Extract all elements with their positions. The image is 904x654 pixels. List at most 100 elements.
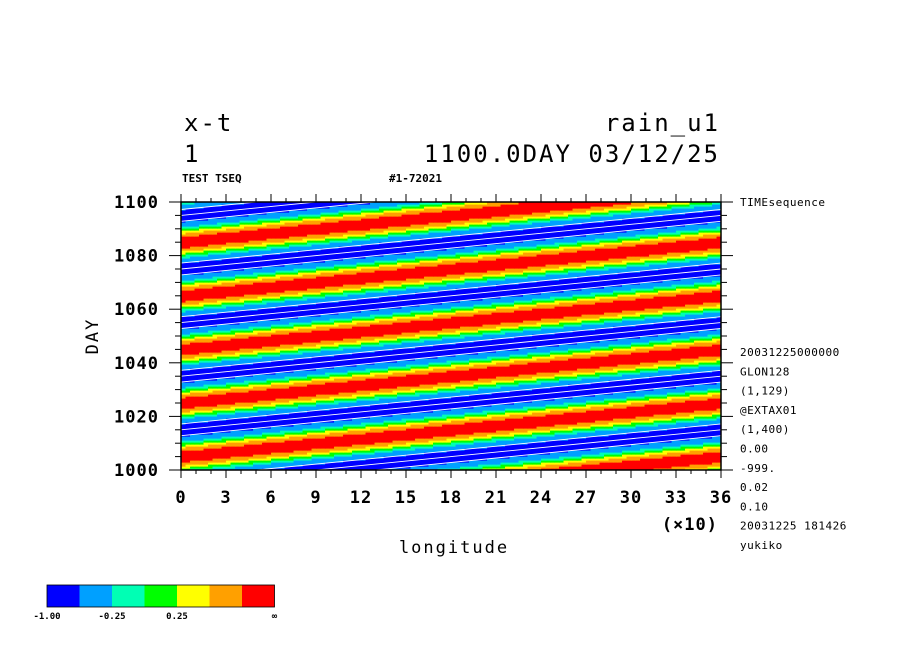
heatmap-cell xyxy=(635,458,641,461)
heatmap-cell xyxy=(370,406,376,409)
heatmap-cell xyxy=(608,466,614,469)
heatmap-cell xyxy=(325,430,331,433)
heatmap-cell xyxy=(190,468,196,470)
heatmap-cell xyxy=(460,462,466,465)
heatmap-cell xyxy=(595,446,601,449)
heatmap-cell xyxy=(532,398,538,401)
heatmap-cell xyxy=(604,452,610,455)
heatmap-cell xyxy=(536,396,542,399)
heatmap-cell xyxy=(635,448,641,451)
heatmap-cell xyxy=(433,422,439,425)
heatmap-cell xyxy=(185,448,191,451)
heatmap-cell xyxy=(491,418,497,421)
heatmap-cell xyxy=(635,412,641,415)
heatmap-cell xyxy=(415,436,421,439)
heatmap-cell xyxy=(190,400,196,403)
heatmap-cell xyxy=(230,434,236,437)
heatmap-cell xyxy=(545,402,551,405)
heatmap-cell xyxy=(230,414,236,417)
heatmap-cell xyxy=(338,392,344,395)
heatmap-cell xyxy=(311,396,317,399)
heatmap-cell xyxy=(703,468,709,470)
heatmap-cell xyxy=(181,414,187,417)
heatmap-cell xyxy=(527,460,533,463)
heatmap-cell xyxy=(568,410,574,413)
heatmap-cell xyxy=(311,414,317,417)
heatmap-cell xyxy=(410,416,416,419)
heatmap-cell xyxy=(554,440,560,443)
heatmap-cell xyxy=(266,444,272,447)
heatmap-cell xyxy=(311,402,317,405)
heatmap-cell xyxy=(239,398,245,401)
heatmap-cell xyxy=(293,434,299,437)
heatmap-cell xyxy=(365,444,371,447)
heatmap-cell xyxy=(338,416,344,419)
heatmap-cell xyxy=(271,456,277,459)
heatmap-cell xyxy=(401,428,407,431)
heatmap-cell xyxy=(514,464,520,467)
heatmap-cell xyxy=(572,404,578,407)
heatmap-cell xyxy=(392,412,398,415)
heatmap-cell xyxy=(226,432,232,435)
heatmap-cell xyxy=(374,392,380,395)
heatmap-cell xyxy=(451,430,457,433)
heatmap-cell xyxy=(532,434,538,437)
heatmap-cell xyxy=(482,400,488,403)
heatmap-cell xyxy=(433,468,439,470)
heatmap-cell xyxy=(532,422,538,425)
heatmap-cell xyxy=(365,460,371,463)
heatmap-cell xyxy=(203,414,209,417)
heatmap-cell xyxy=(689,450,695,453)
heatmap-cell xyxy=(392,452,398,455)
heatmap-cell xyxy=(595,444,601,447)
heatmap-cell xyxy=(298,398,304,401)
heatmap-cell xyxy=(392,406,398,409)
heatmap-cell xyxy=(662,454,668,457)
heatmap-cell xyxy=(473,398,479,401)
heatmap-cell xyxy=(374,448,380,451)
heatmap-cell xyxy=(347,392,353,395)
heatmap-cell xyxy=(199,410,205,413)
heatmap-cell xyxy=(379,424,385,427)
heatmap-cell xyxy=(505,430,511,433)
heatmap-cell xyxy=(514,468,520,470)
heatmap-cell xyxy=(289,446,295,449)
heatmap-cell xyxy=(527,392,533,395)
heatmap-cell xyxy=(649,456,655,459)
heatmap-cell xyxy=(401,446,407,449)
heatmap-cell xyxy=(451,428,457,431)
heatmap-cell xyxy=(640,432,646,435)
heatmap-cell xyxy=(379,446,385,449)
heatmap-cell xyxy=(280,406,286,409)
heatmap-cell xyxy=(352,392,358,395)
heatmap-cell xyxy=(577,416,583,419)
heatmap-cell xyxy=(383,444,389,447)
heatmap-cell xyxy=(577,426,583,429)
heatmap-cell xyxy=(572,448,578,451)
heatmap-cell xyxy=(271,454,277,457)
heatmap-cell xyxy=(239,434,245,437)
heatmap-cell xyxy=(667,420,673,423)
heatmap-cell xyxy=(613,394,619,397)
heatmap-cell xyxy=(325,440,331,443)
heatmap-cell xyxy=(194,464,200,467)
heatmap-cell xyxy=(680,394,686,397)
heatmap-cell xyxy=(235,462,241,465)
heatmap-cell xyxy=(554,460,560,463)
heatmap-cell xyxy=(455,416,461,419)
heatmap-cell xyxy=(514,448,520,451)
heatmap-cell xyxy=(410,434,416,437)
heatmap-cell xyxy=(545,410,551,413)
heatmap-cell xyxy=(613,420,619,423)
heatmap-cell xyxy=(442,454,448,457)
heatmap-cell xyxy=(212,434,218,437)
heatmap-cell xyxy=(608,426,614,429)
heatmap-cell xyxy=(329,446,335,449)
heatmap-cell xyxy=(464,452,470,455)
heatmap-cell xyxy=(329,432,335,435)
heatmap-cell xyxy=(617,436,623,439)
heatmap-cell xyxy=(491,434,497,437)
heatmap-cell xyxy=(482,436,488,439)
heatmap-cell xyxy=(536,404,542,407)
heatmap-cell xyxy=(293,414,299,417)
